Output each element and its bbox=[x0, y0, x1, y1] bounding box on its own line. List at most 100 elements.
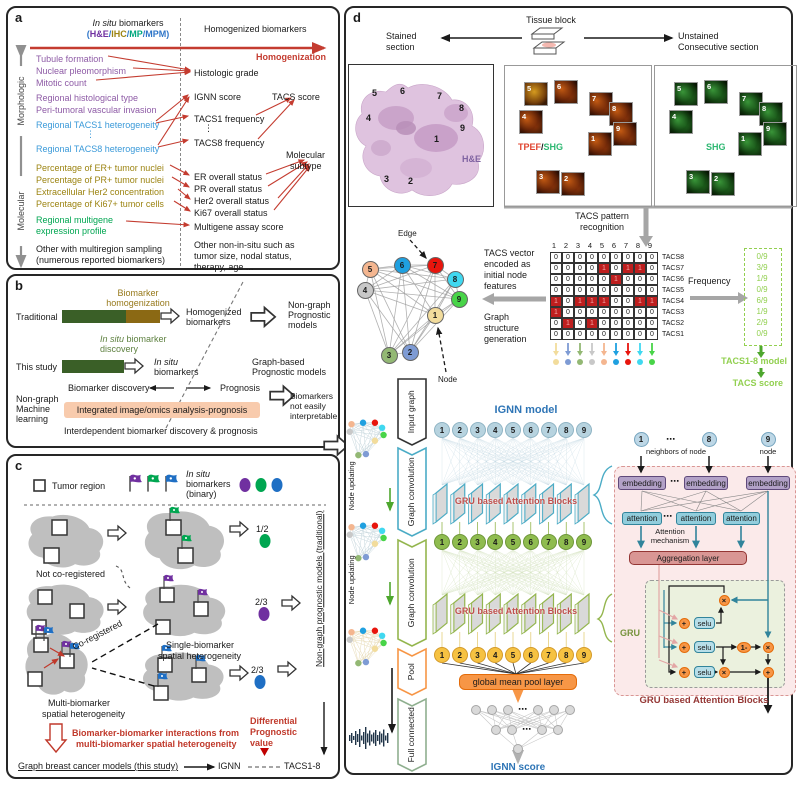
yellow-node-4: 4 bbox=[487, 647, 504, 663]
shg-patch-1: 1 bbox=[738, 132, 762, 156]
ml-label2: Machine bbox=[16, 404, 51, 414]
matrix-cell: 0 bbox=[610, 307, 622, 318]
insitu-item: Extracellular Her2 concentration bbox=[36, 187, 165, 197]
homogenized-item: IGNN score bbox=[194, 92, 242, 102]
gru-times-2: × bbox=[762, 641, 774, 653]
matrix-row-label: TACS8 bbox=[662, 254, 685, 261]
matrix-cell: 0 bbox=[610, 296, 622, 307]
embedding-box-1: embedding bbox=[618, 476, 666, 490]
mlp-node bbox=[553, 725, 563, 735]
traditional-label: Traditional bbox=[16, 312, 58, 322]
insitu-item: Regional TACS1 heterogeneity bbox=[36, 120, 160, 130]
mlp-ellipsis: ⋯ bbox=[518, 704, 527, 714]
frequency-box bbox=[744, 248, 782, 346]
mlp-node bbox=[503, 705, 513, 715]
not-interpretable-label2: not easily bbox=[290, 401, 326, 411]
detail-node-8: 8 bbox=[701, 432, 717, 447]
matrix-cell: 0 bbox=[646, 285, 658, 296]
modality-8: ) bbox=[166, 29, 170, 39]
insitu-item: Regional histological type bbox=[36, 93, 139, 103]
frequency-value: 0/9 bbox=[756, 329, 768, 338]
nongraph-axis-label: Non-graph prognostic models (traditional… bbox=[314, 510, 325, 667]
matrix-cell: 0 bbox=[598, 285, 610, 296]
biomarker-homogenization-label2: homogenization bbox=[106, 298, 170, 308]
graph-node-1: 1 bbox=[426, 306, 444, 324]
attention-mechanism-label2: mechanism bbox=[650, 536, 690, 545]
graph-node-4: 4 bbox=[356, 281, 374, 299]
enc-line: TACS vector bbox=[484, 248, 535, 258]
matrix-row-label: TACS5 bbox=[662, 287, 685, 294]
he-label: H&E bbox=[462, 154, 482, 164]
shg-box bbox=[654, 65, 797, 207]
matrix-cell: 0 bbox=[586, 329, 598, 340]
matrix-cell: 1 bbox=[550, 296, 562, 307]
matrix-col-header: 4 bbox=[587, 241, 593, 250]
tpef-shg-label: TPEF/SHG bbox=[518, 142, 564, 152]
global-mean-pool-box: global mean pool layer bbox=[459, 674, 577, 690]
detail-node-1: 1 bbox=[633, 432, 649, 447]
shg-patch-7: 7 bbox=[739, 92, 763, 116]
matrix-col-header: 3 bbox=[575, 241, 581, 250]
insitu-binary-label3: (binary) bbox=[186, 489, 217, 499]
differential-label3: value bbox=[250, 738, 274, 748]
homogenized-item: Ki67 overall status bbox=[194, 208, 268, 218]
matrix-cell: 0 bbox=[574, 329, 586, 340]
biomarker-discovery-label: Biomarker discovery bbox=[68, 383, 150, 393]
interactions-label1: Biomarker-biomarker interactions from bbox=[72, 728, 240, 738]
panel-b-graphics bbox=[62, 279, 350, 456]
single-biomarker-label2: spatial heterogeneity bbox=[158, 651, 242, 661]
gru-label: GRU bbox=[620, 628, 640, 638]
graph-node-5: 5 bbox=[361, 260, 379, 278]
homogenized-item: Other non-in-situ such as bbox=[194, 240, 295, 250]
homogenized-item: Multigene assay score bbox=[194, 222, 284, 232]
matrix-cell: 0 bbox=[610, 252, 622, 263]
shg-patch-5: 5 bbox=[674, 82, 698, 106]
unstained-label2: Consecutive section bbox=[678, 42, 759, 52]
panel-d-front-graphics bbox=[592, 456, 773, 714]
shg-patch-4: 4 bbox=[669, 110, 693, 134]
matrix-cell: 0 bbox=[646, 318, 658, 329]
frequency-value: 3/9 bbox=[756, 263, 768, 272]
mlp-node bbox=[565, 705, 575, 715]
matrix-cell: 0 bbox=[586, 285, 598, 296]
homogenized-out-label: Homogenized bbox=[186, 307, 242, 317]
matrix-col-header: 7 bbox=[623, 241, 629, 250]
green-node-7: 7 bbox=[540, 534, 557, 550]
matrix-cell: 0 bbox=[562, 263, 574, 274]
homogenized-item: ⋮ bbox=[204, 123, 213, 133]
panel-c-label: c bbox=[15, 458, 23, 473]
homogenized-item: Her2 overall status bbox=[194, 196, 270, 206]
mlp-ellipsis: ⋯ bbox=[522, 724, 531, 734]
mlp-node bbox=[549, 705, 559, 715]
matrix-cell: 0 bbox=[550, 274, 562, 285]
shg-patch-3: 3 bbox=[686, 170, 710, 194]
detail-node-9: 9 bbox=[760, 432, 776, 447]
gru-plus-4: + bbox=[762, 666, 774, 678]
interactions-label2: multi-biomarker spatial heterogeneity bbox=[76, 739, 237, 749]
ignn-model-title: IGNN model bbox=[494, 404, 558, 416]
attention-ellipsis: ⋯ bbox=[663, 511, 672, 521]
matrix-cell: 1 bbox=[550, 307, 562, 318]
attention-mechanism-label1: Attention bbox=[655, 527, 685, 536]
insitu-item: Percentage of Ki67+ tumor cells bbox=[36, 199, 164, 209]
matrix-cell: 0 bbox=[598, 318, 610, 329]
attention-box-1: attention bbox=[622, 512, 662, 525]
node-label: Node bbox=[438, 375, 458, 384]
gen-line: Graph bbox=[484, 312, 510, 322]
homogenization-label: Homogenization bbox=[256, 52, 326, 62]
matrix-cell: 0 bbox=[634, 318, 646, 329]
homogenized-item: ER overall status bbox=[194, 172, 263, 182]
yellow-node-5: 5 bbox=[505, 647, 521, 663]
tpef-patch-8: 8 bbox=[609, 102, 633, 126]
green-node-2: 2 bbox=[451, 534, 468, 550]
tacs-model-label: TACS1-8 model bbox=[721, 356, 787, 366]
unstained-label1: Unstained bbox=[678, 31, 719, 41]
matrix-cell: 1 bbox=[634, 263, 646, 274]
insitu-out-label: In situ bbox=[154, 357, 179, 367]
selu-box-1: selu bbox=[694, 641, 715, 653]
matrix-cell: 0 bbox=[622, 285, 634, 296]
shg-patch-2: 2 bbox=[711, 172, 735, 196]
axis-molecular-label: Molecular bbox=[15, 176, 27, 247]
differential-label2: Prognostic bbox=[250, 727, 298, 737]
